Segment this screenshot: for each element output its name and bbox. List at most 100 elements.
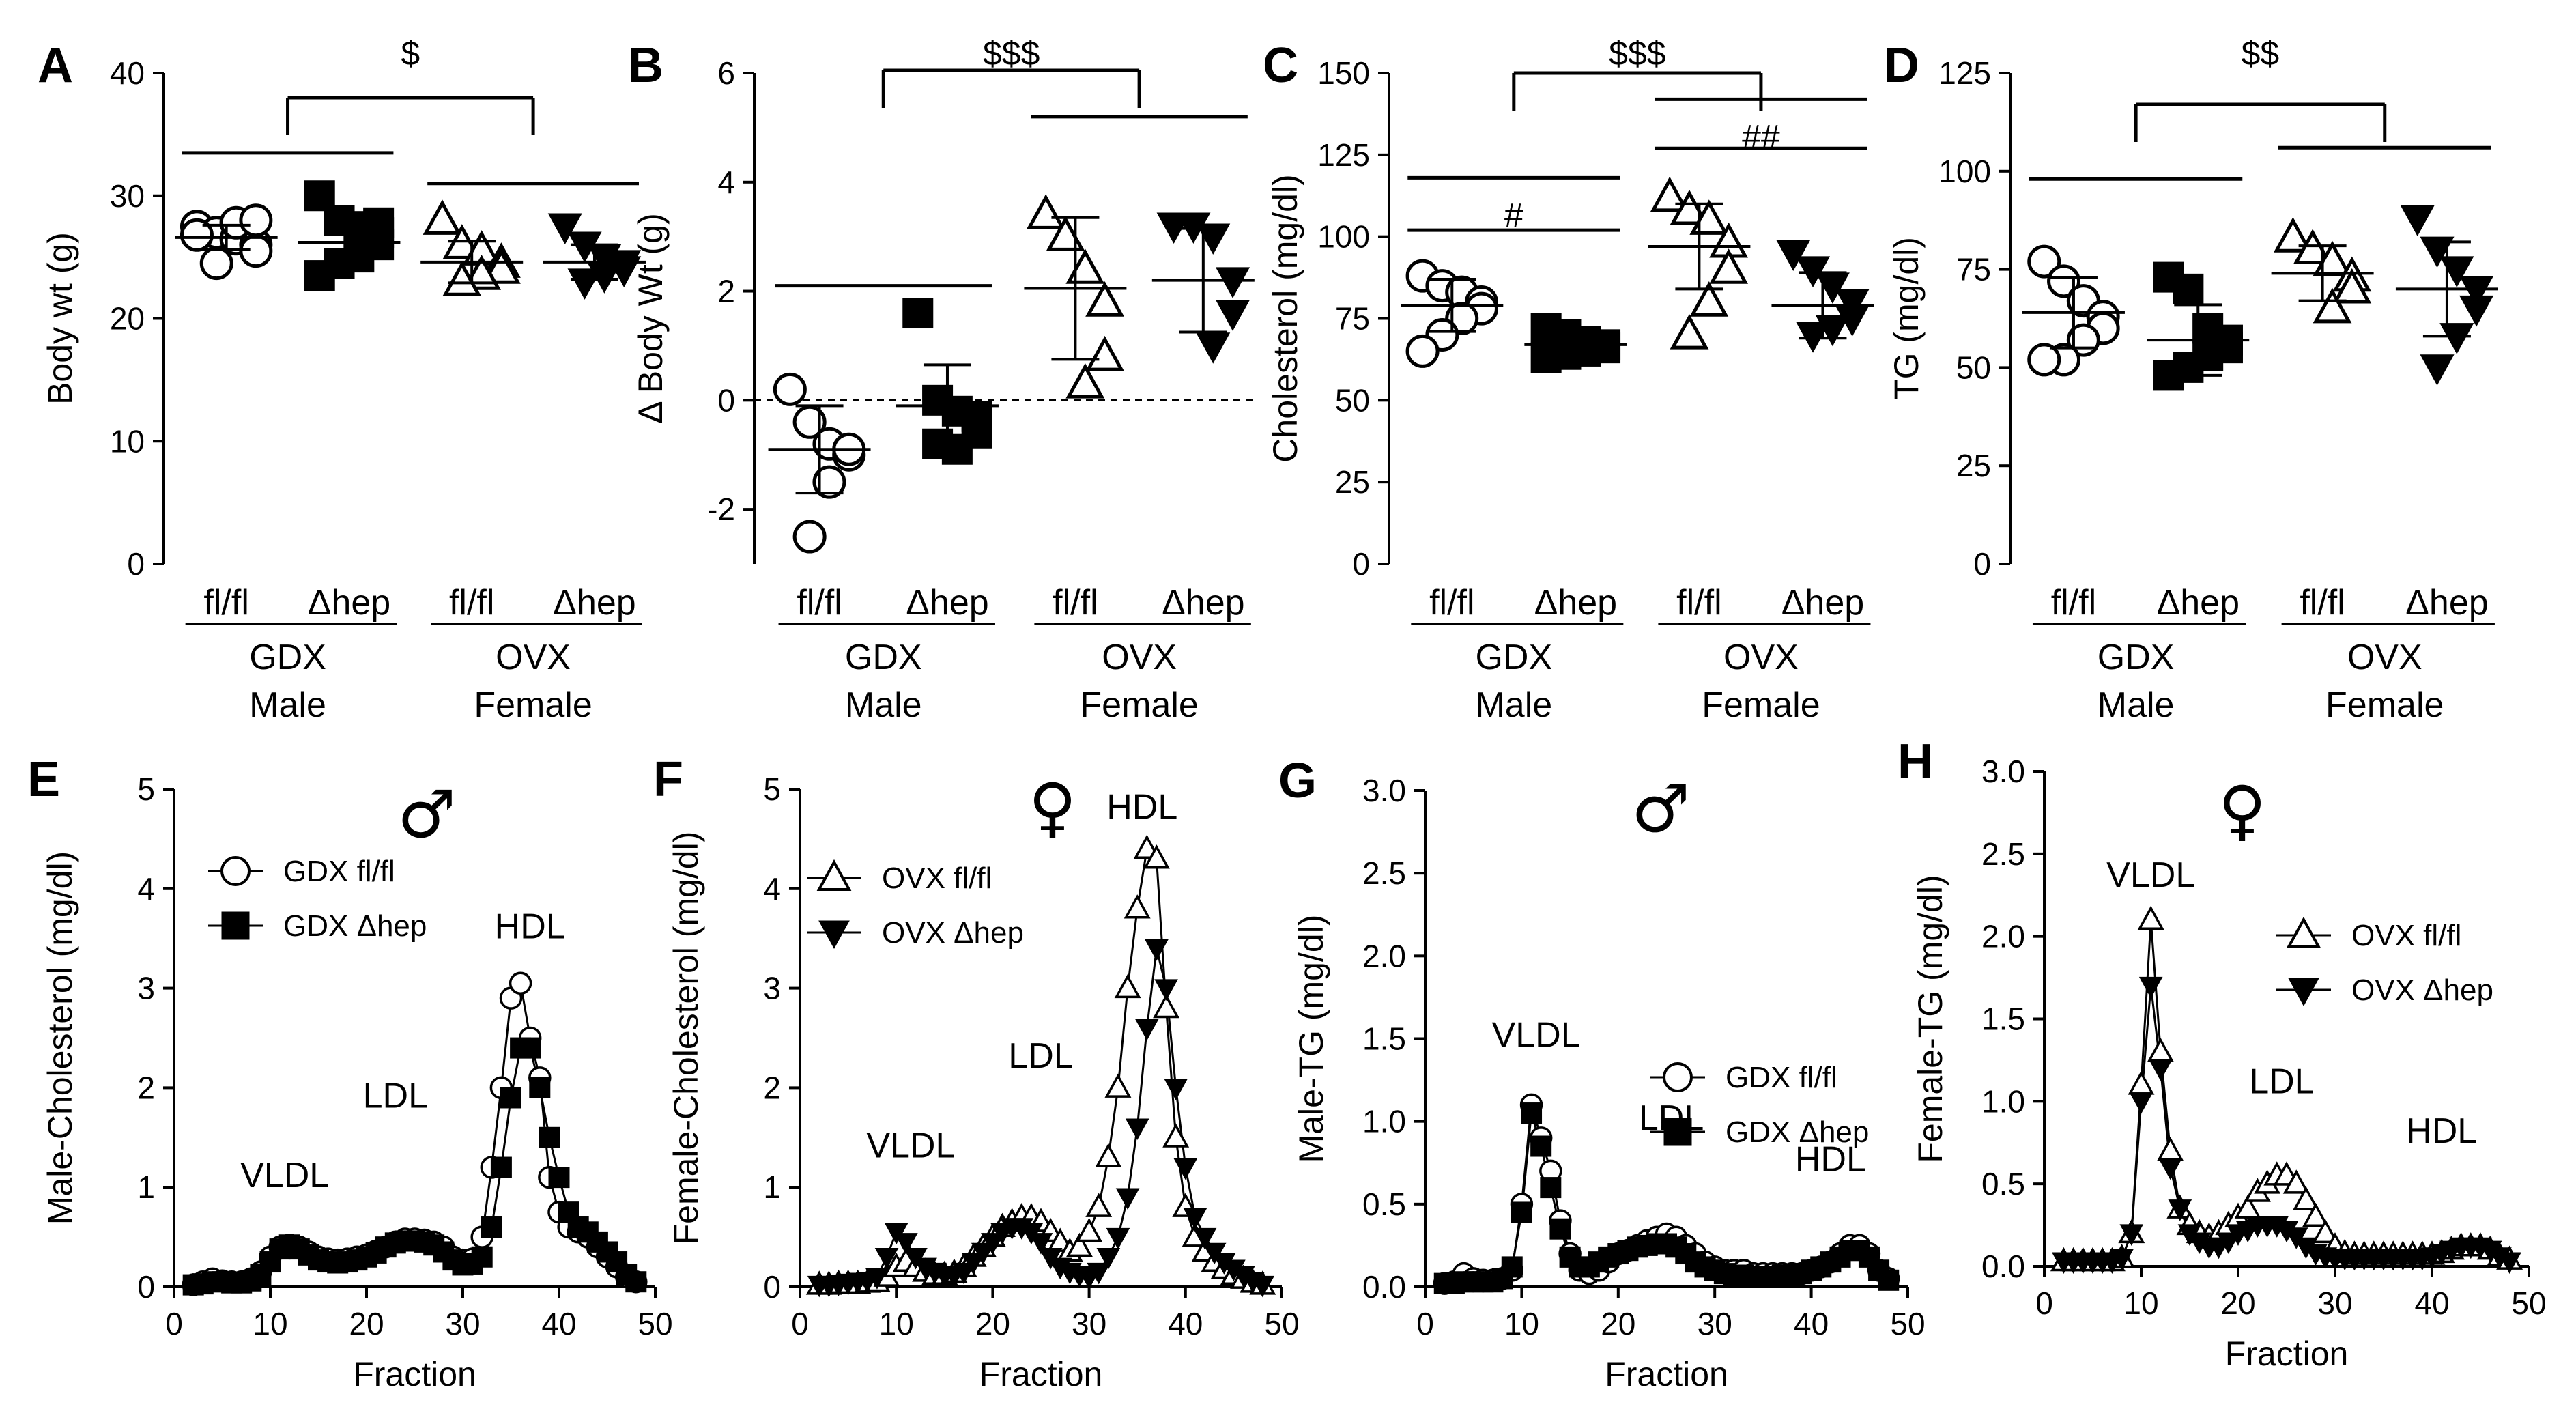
- data-point: [2439, 256, 2474, 287]
- series-point: [1145, 939, 1169, 961]
- data-point: [2420, 236, 2455, 268]
- series-point: [1029, 1233, 1053, 1255]
- series-point: [2282, 1169, 2310, 1194]
- x-tick-label: 20: [349, 1306, 384, 1341]
- series-point: [961, 1253, 986, 1275]
- series-point: [865, 1268, 889, 1290]
- significance-symbol: $: [401, 34, 420, 72]
- legend-label: GDX Δhep: [283, 909, 427, 943]
- data-point: [567, 268, 602, 300]
- group-label: Δhep: [1534, 583, 1618, 623]
- surgery-label: OVX: [496, 638, 571, 677]
- sex-label: Female: [2325, 685, 2444, 725]
- series-point: [1076, 1217, 1103, 1242]
- fraction-annotation: HDL: [1106, 788, 1177, 827]
- legend-label: GDX fl/fl: [283, 855, 395, 888]
- group-label: Δhep: [1162, 583, 1245, 623]
- data-point: [462, 255, 502, 290]
- data-point: [304, 260, 335, 291]
- x-axis-title: Fraction: [353, 1355, 476, 1393]
- data-point: [1196, 332, 1231, 364]
- y-tick-label: 4: [717, 165, 735, 200]
- sex-label: Male: [1475, 685, 1552, 725]
- series-point: [1501, 1256, 1523, 1278]
- y-tick-label: 0: [1973, 546, 1991, 582]
- fraction-annotation: VLDL: [240, 1156, 329, 1195]
- y-tick-label: 2.5: [1981, 836, 2025, 872]
- series-point: [1162, 1123, 1190, 1148]
- data-point: [1065, 362, 1105, 399]
- x-axis-title: Fraction: [1605, 1355, 1728, 1393]
- group-label: fl/fl: [1676, 583, 1721, 623]
- data-point: [2439, 323, 2474, 354]
- group-label: fl/fl: [797, 583, 842, 623]
- y-tick-label: 2.0: [1362, 938, 1406, 973]
- legend-marker: [1663, 1118, 1692, 1146]
- legend-label: GDX Δhep: [1726, 1115, 1869, 1149]
- series-point: [2498, 1252, 2521, 1275]
- legend-marker: [816, 859, 852, 891]
- series-point: [2110, 1249, 2134, 1271]
- y-tick-label: 0.0: [1362, 1269, 1406, 1305]
- panel-label-C: C: [1263, 38, 1298, 93]
- legend-label: OVX fl/fl: [2351, 919, 2461, 952]
- series-point: [500, 1087, 521, 1109]
- y-tick-label: 0: [137, 1269, 155, 1305]
- x-tick-label: 30: [1072, 1306, 1106, 1341]
- x-tick-label: 40: [2414, 1285, 2449, 1321]
- series-point: [2128, 1070, 2155, 1095]
- fraction-annotation: LDL: [2249, 1062, 2314, 1101]
- legend-marker: [2286, 916, 2321, 948]
- series-point: [1125, 1118, 1149, 1141]
- series-point: [1878, 1269, 1900, 1291]
- data-point: [199, 246, 233, 281]
- sex-symbol-icon: ♂: [397, 776, 456, 853]
- x-tick-label: 30: [445, 1306, 480, 1341]
- x-tick-label: 50: [638, 1306, 672, 1341]
- x-tick-label: 30: [1698, 1306, 1732, 1341]
- data-point: [812, 465, 846, 499]
- surgery-label: GDX: [845, 638, 922, 677]
- y-tick-label: 30: [110, 178, 145, 214]
- y-tick-label: 2: [763, 1070, 781, 1105]
- series-point: [1095, 1143, 1122, 1167]
- series-point: [1154, 979, 1178, 1001]
- data-point: [773, 372, 807, 406]
- data-point: [1215, 267, 1250, 298]
- series-point: [529, 1077, 551, 1098]
- data-point: [2400, 205, 2435, 237]
- series-point: [1192, 1227, 1217, 1250]
- series-point: [981, 1233, 1005, 1255]
- sex-symbol-icon: ♀: [1029, 769, 1076, 846]
- y-tick-label: 0.5: [1362, 1186, 1406, 1222]
- data-point: [2027, 244, 2061, 279]
- y-tick-label: 150: [1317, 55, 1370, 91]
- data-point: [2173, 273, 2204, 304]
- series-point: [893, 1233, 918, 1255]
- group-label: fl/fl: [1053, 583, 1098, 623]
- y-tick-label: 4: [137, 871, 155, 907]
- series-point: [1104, 1073, 1132, 1098]
- y-tick-label: 40: [110, 55, 145, 91]
- fraction-annotation: VLDL: [2106, 855, 2195, 895]
- x-tick-label: 30: [2317, 1285, 2352, 1321]
- group-label: fl/fl: [203, 583, 248, 623]
- sex-label: Male: [845, 685, 922, 725]
- y-tick-label: 4: [763, 871, 781, 907]
- series-point: [2137, 905, 2164, 930]
- group-label: Δhep: [1781, 583, 1865, 623]
- data-point: [1530, 342, 1562, 373]
- legend-marker: [221, 911, 250, 940]
- panel-label-B: B: [628, 38, 663, 93]
- data-point: [2332, 268, 2372, 304]
- x-tick-label: 20: [975, 1306, 1010, 1341]
- data-point: [792, 520, 827, 554]
- legend-marker: [818, 920, 850, 950]
- series-point: [2119, 1224, 2144, 1246]
- y-tick-label: 5: [137, 771, 155, 807]
- panel-label-D: D: [1884, 38, 1919, 93]
- data-point: [1670, 313, 1709, 350]
- sex-label: Male: [2098, 685, 2175, 725]
- sex-label: Female: [1702, 685, 1820, 725]
